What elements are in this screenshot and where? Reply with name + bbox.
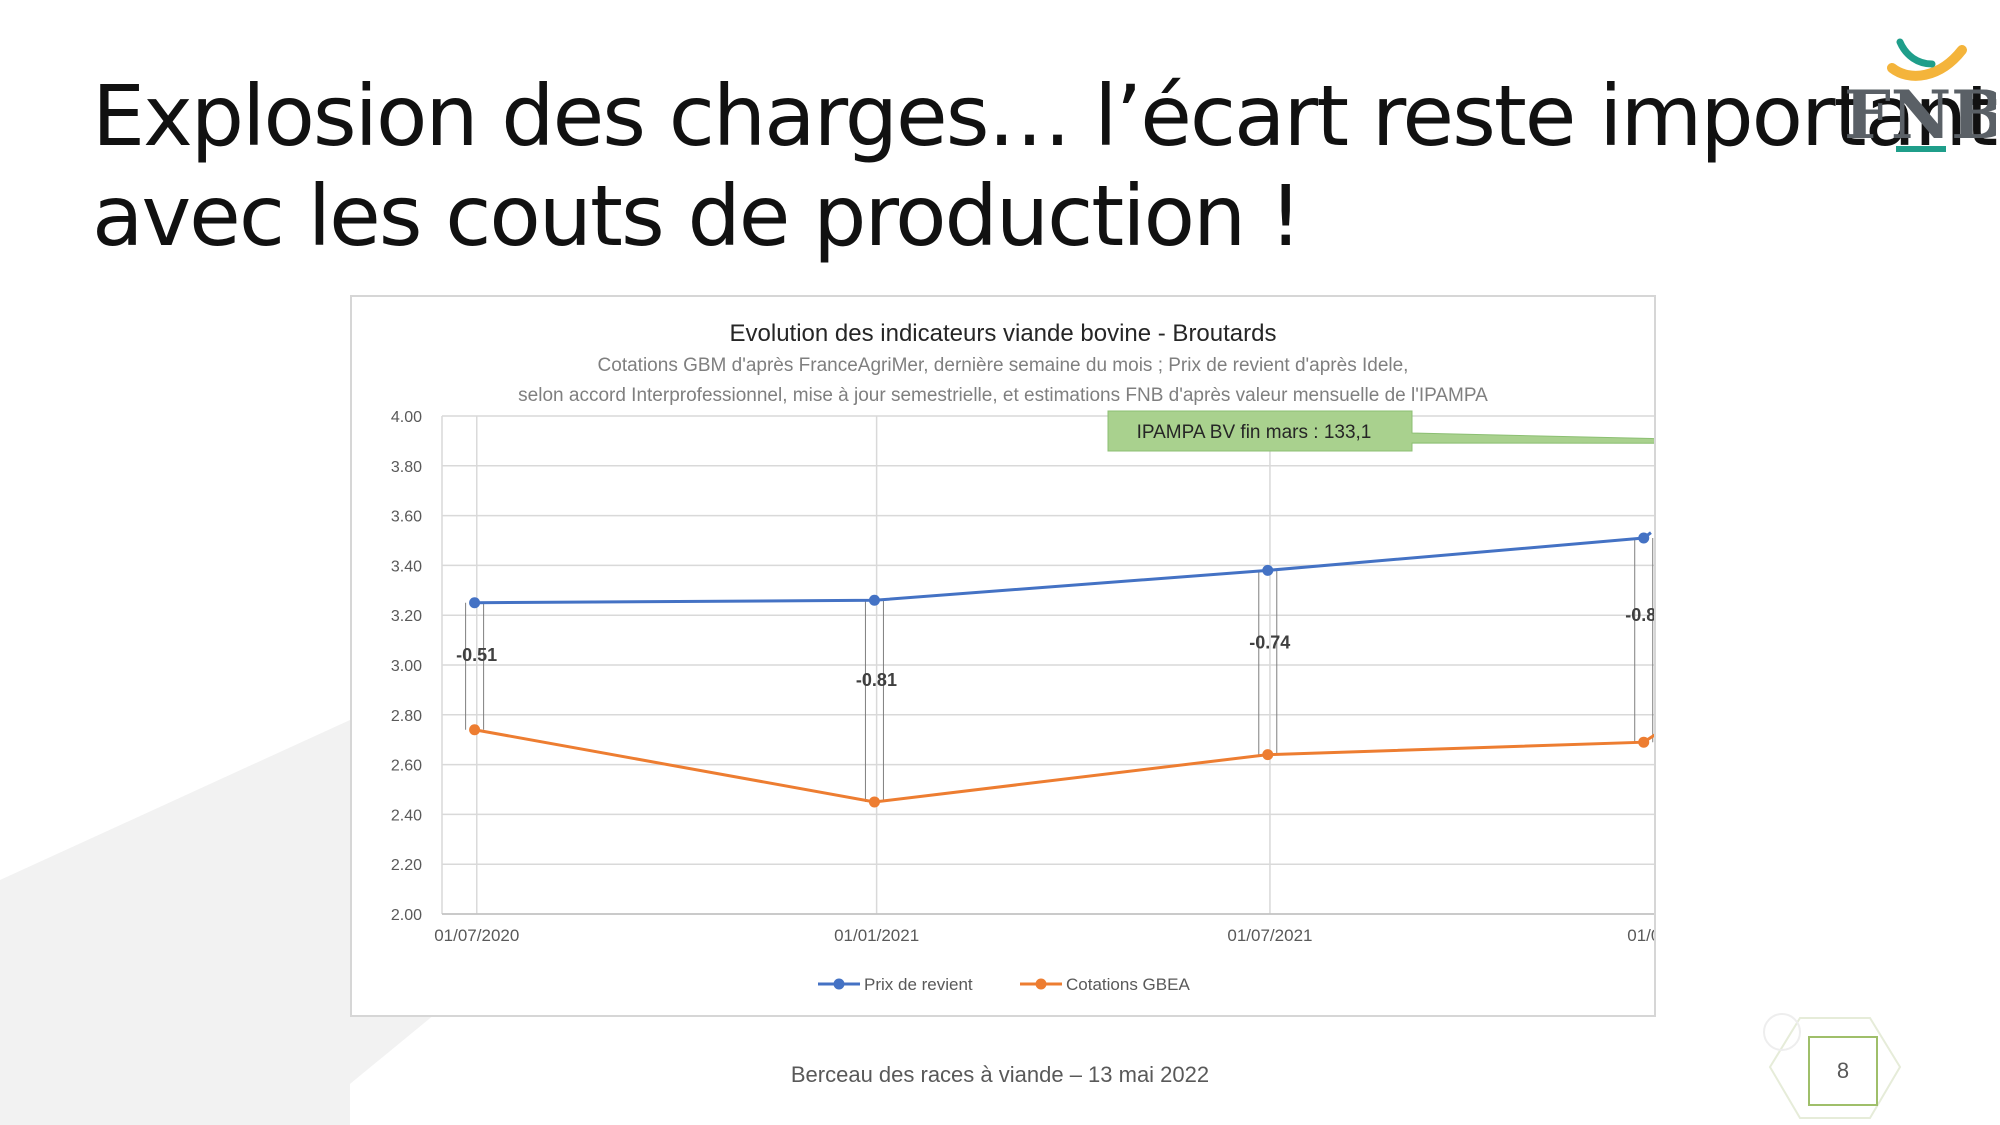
title-line-2: avec les couts de production ! xyxy=(92,167,1303,265)
y-tick-label: 2.20 xyxy=(391,857,422,874)
data-labels: -0.51-0.81-0.74-0.82-0.84-0.59-0.613.893… xyxy=(456,605,1654,690)
data-point xyxy=(1262,749,1274,761)
y-tick-label: 2.60 xyxy=(391,758,422,775)
legend: Prix de revient Cotations GBEA xyxy=(818,975,1190,994)
series-line-dashed xyxy=(1642,528,1654,540)
y-tick-label: 3.20 xyxy=(391,608,422,625)
page-number: 8 xyxy=(1808,1036,1878,1106)
x-tick-label: 01/01/2022 xyxy=(1627,926,1654,945)
callout-box xyxy=(1107,410,1654,452)
data-point xyxy=(469,724,481,736)
series-line xyxy=(474,536,1644,605)
gap-brackets xyxy=(465,538,1654,802)
line-chart: Evolution des indicateurs viande bovine … xyxy=(391,320,1654,994)
series-lines xyxy=(469,528,1654,808)
data-point xyxy=(868,594,880,606)
y-tick-label: 3.60 xyxy=(391,509,422,526)
legend-label: Cotations GBEA xyxy=(1066,975,1190,994)
data-point xyxy=(868,796,880,808)
y-tick-label: 3.40 xyxy=(391,558,422,575)
series-line xyxy=(474,728,1654,804)
title-line-1: Explosion des charges… l’écart reste imp… xyxy=(92,67,1998,165)
chart-subtitle-2: selon accord Interprofessionnel, mise à … xyxy=(518,385,1488,406)
y-tick-label: 2.80 xyxy=(391,708,422,725)
gridlines: 2.00 2.20 2.40 2.60 2.80 3.00 3.20 3.40 3.60 3.80… xyxy=(391,409,1654,945)
x-tick-label: 01/07/2021 xyxy=(1227,926,1312,945)
logo-text: FNB xyxy=(1844,76,1996,154)
y-tick-label: 2.40 xyxy=(391,807,422,824)
y-tick-label: 2.00 xyxy=(391,907,422,924)
x-tick-label: 01/01/2021 xyxy=(834,926,919,945)
gap-label: -0.82 xyxy=(1625,605,1654,625)
y-tick-label: 4.00 xyxy=(391,409,422,426)
data-point xyxy=(1638,736,1650,748)
y-tick-label: 3.80 xyxy=(391,459,422,476)
slide-title: Explosion des charges… l’écart reste imp… xyxy=(92,66,1998,266)
chart-title: Evolution des indicateurs viande bovine … xyxy=(730,320,1277,347)
data-point xyxy=(1638,532,1650,544)
footer-text: Berceau des races à viande – 13 mai 2022 xyxy=(790,1062,1210,1087)
y-tick-label: 3.00 xyxy=(391,658,422,675)
data-point xyxy=(469,597,481,609)
chart-subtitle-1: Cotations GBM d'après FranceAgriMer, der… xyxy=(598,355,1409,376)
data-point xyxy=(1262,564,1274,576)
legend-marker xyxy=(1035,978,1047,990)
legend-label: Prix de revient xyxy=(864,975,973,994)
gap-label: -0.81 xyxy=(856,670,897,690)
x-tick-label: 01/07/2020 xyxy=(434,926,519,945)
callout-text: IPAMPA BV fin mars : 133,1 xyxy=(1137,422,1372,443)
chart-panel: Evolution des indicateurs viande bovine … xyxy=(350,295,1656,1017)
callout: IPAMPA BV fin mars : 133,1 xyxy=(1107,410,1654,452)
gap-label: -0.74 xyxy=(1249,633,1290,653)
fnb-logo: FNB xyxy=(1844,38,1996,154)
gap-label: -0.51 xyxy=(456,645,497,665)
page-number-decoration xyxy=(1763,1013,1902,1119)
legend-marker xyxy=(833,978,845,990)
